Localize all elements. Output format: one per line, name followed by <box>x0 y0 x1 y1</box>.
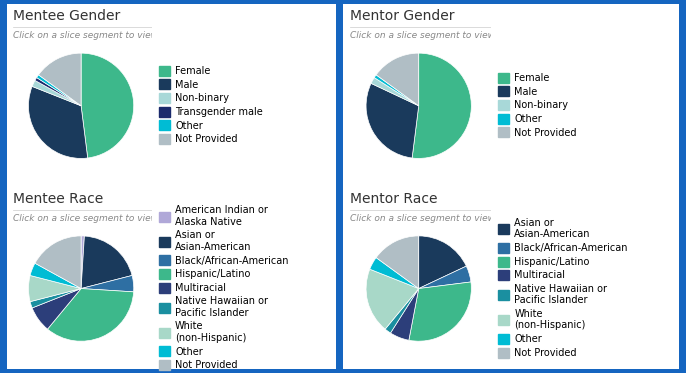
Wedge shape <box>30 263 81 289</box>
Wedge shape <box>376 236 418 289</box>
Wedge shape <box>81 236 132 289</box>
Wedge shape <box>38 53 81 106</box>
Wedge shape <box>28 87 88 159</box>
Wedge shape <box>32 81 81 106</box>
Legend: Female, Male, Non-binary, Other, Not Provided: Female, Male, Non-binary, Other, Not Pro… <box>496 70 579 140</box>
Wedge shape <box>376 53 418 106</box>
Text: Mentee Race: Mentee Race <box>14 192 104 206</box>
Wedge shape <box>370 258 418 289</box>
Text: Mentee Gender: Mentee Gender <box>14 9 121 23</box>
Text: Click on a slice segment to view individual-level data.: Click on a slice segment to view individ… <box>14 31 256 40</box>
Wedge shape <box>32 289 81 329</box>
Legend: Female, Male, Non-binary, Transgender male, Other, Not Provided: Female, Male, Non-binary, Transgender ma… <box>156 64 265 146</box>
Wedge shape <box>28 276 81 302</box>
Wedge shape <box>35 236 81 289</box>
Text: Mentor Gender: Mentor Gender <box>350 9 454 23</box>
Wedge shape <box>375 75 418 106</box>
Wedge shape <box>81 236 84 289</box>
Wedge shape <box>418 236 466 289</box>
Text: Mentor Race: Mentor Race <box>350 192 437 206</box>
Wedge shape <box>366 84 418 158</box>
Wedge shape <box>30 289 81 308</box>
Wedge shape <box>371 78 418 106</box>
Legend: Asian or
Asian-American, Black/African-American, Hispanic/Latino, Multiracial, N: Asian or Asian-American, Black/African-A… <box>496 216 630 360</box>
Wedge shape <box>418 266 471 289</box>
Text: Click on a slice segment to view individual-level data.: Click on a slice segment to view individ… <box>14 214 256 223</box>
Legend: American Indian or
Alaska Native, Asian or
Asian-American, Black/African-America: American Indian or Alaska Native, Asian … <box>156 203 290 372</box>
Wedge shape <box>47 289 134 341</box>
Wedge shape <box>36 75 81 106</box>
Wedge shape <box>35 78 81 106</box>
Wedge shape <box>366 269 418 329</box>
Wedge shape <box>81 53 134 158</box>
Text: Click on a slice segment to view individual-level data.: Click on a slice segment to view individ… <box>350 214 592 223</box>
Wedge shape <box>390 289 418 340</box>
Wedge shape <box>409 282 471 341</box>
Wedge shape <box>385 289 418 333</box>
Wedge shape <box>412 53 471 159</box>
Text: Click on a slice segment to view individual-level data.: Click on a slice segment to view individ… <box>350 31 592 40</box>
Wedge shape <box>81 276 134 292</box>
